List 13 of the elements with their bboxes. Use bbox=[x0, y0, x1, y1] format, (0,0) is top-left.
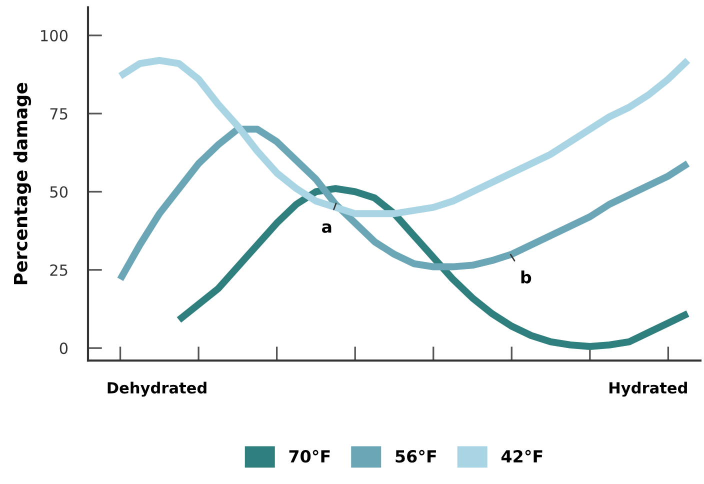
y-tick-label: 100 bbox=[41, 30, 68, 42]
y-tick-label: 0 bbox=[60, 342, 68, 354]
legend-label: 56°F bbox=[396, 450, 436, 463]
annotation: b bbox=[521, 270, 532, 284]
legend-label: 70°F bbox=[289, 450, 330, 463]
text: Hydrated bbox=[610, 382, 687, 397]
y-tick-label: 50 bbox=[50, 186, 68, 198]
legend-label: 42°F bbox=[501, 450, 542, 462]
y-tick-label: 25 bbox=[50, 264, 68, 276]
y-axis-title: Percentage damage bbox=[13, 82, 32, 284]
annotation: a bbox=[322, 223, 332, 233]
y-tick-label: 75 bbox=[50, 108, 68, 120]
text: Dehydrated bbox=[108, 382, 206, 397]
